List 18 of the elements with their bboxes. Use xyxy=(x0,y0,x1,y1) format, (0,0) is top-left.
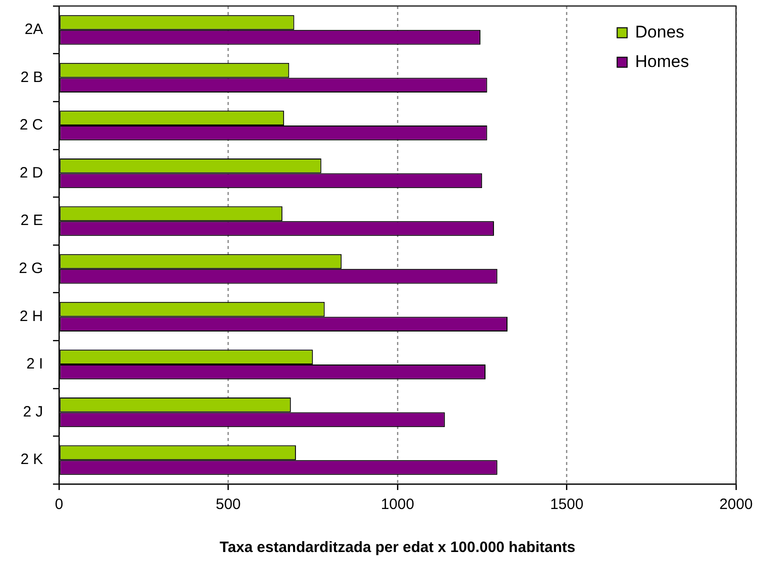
y-tick-label: 2 G xyxy=(18,260,43,278)
x-tick-label: 500 xyxy=(216,496,241,514)
y-tick-label: 2 H xyxy=(20,308,43,325)
x-tick-label: 0 xyxy=(54,496,64,514)
x-axis-title: Taxa estandarditzada per edat x 100.000 habitants xyxy=(220,539,576,556)
y-tick-label: 2 C xyxy=(20,116,44,134)
y-tick-label: 2 I xyxy=(26,356,43,373)
y-tick-label: 2 E xyxy=(20,212,43,230)
y-tick-label: 2 K xyxy=(20,451,43,468)
y-tick-label: 2A xyxy=(24,21,43,38)
x-tick-label: 1500 xyxy=(550,496,584,514)
legend-label: Homes xyxy=(635,52,690,71)
x-tick-label: 2000 xyxy=(719,496,753,514)
y-tick-label: 2 B xyxy=(20,68,43,86)
legend-label: Dones xyxy=(635,22,684,42)
x-tick-label: 1000 xyxy=(380,496,414,514)
y-tick-label: 2 J xyxy=(22,403,43,420)
y-tick-label: 2 D xyxy=(20,164,44,182)
